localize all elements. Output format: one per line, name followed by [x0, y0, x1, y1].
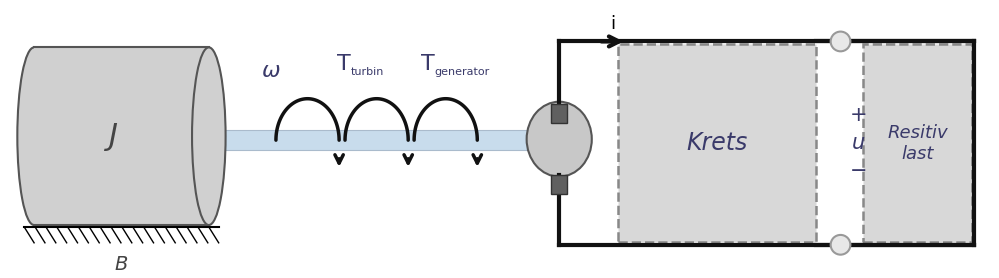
Text: generator: generator	[435, 67, 491, 77]
Bar	[211, 130, 579, 150]
Text: +: +	[849, 105, 867, 125]
Text: B: B	[115, 255, 128, 274]
Polygon shape	[34, 47, 209, 225]
Ellipse shape	[830, 32, 850, 51]
Text: J: J	[109, 122, 118, 151]
Text: Krets: Krets	[686, 131, 748, 155]
Text: Resitiv
last: Resitiv last	[887, 124, 948, 163]
Text: turbin: turbin	[351, 67, 385, 77]
Ellipse shape	[830, 235, 850, 255]
Text: u: u	[852, 133, 865, 153]
Ellipse shape	[526, 102, 591, 177]
Polygon shape	[34, 47, 209, 225]
Bar	[618, 44, 816, 242]
Text: T: T	[337, 54, 351, 74]
Text: i: i	[610, 15, 615, 33]
Text: ω: ω	[262, 61, 281, 81]
Ellipse shape	[192, 47, 226, 225]
Text: −: −	[849, 161, 867, 181]
Bar	[551, 175, 567, 194]
Ellipse shape	[17, 47, 51, 225]
Bar	[551, 104, 567, 123]
Bar	[863, 44, 972, 242]
Text: T: T	[421, 54, 435, 74]
